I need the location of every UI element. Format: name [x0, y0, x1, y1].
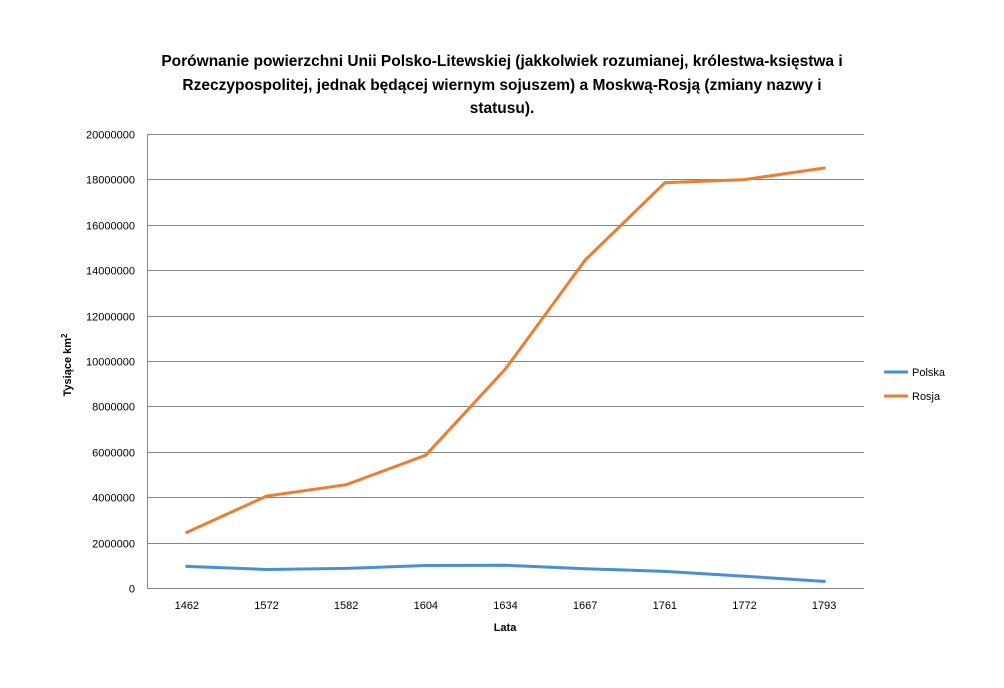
y-axis-title: Tysiące km2: [60, 333, 74, 397]
x-tick-label: 1761: [653, 600, 677, 612]
data-point-polska: [265, 568, 268, 571]
x-tick-label: 1634: [493, 600, 517, 612]
chart-title-line-2: Rzeczypospolitej, jednak będącej wiernym…: [182, 77, 821, 94]
x-axis-title: Lata: [494, 622, 518, 634]
data-point-rosja: [822, 166, 826, 170]
x-axis-ticks: 1462 1572 1582 1604 1634 1667 1761 1772 1793: [175, 600, 837, 612]
data-point-rosja: [185, 530, 189, 534]
data-point-polska: [424, 564, 428, 567]
legend: Polska Rosja: [884, 367, 946, 403]
data-point-rosja: [504, 367, 507, 371]
x-tick-label: 1604: [414, 600, 438, 612]
y-tick-label: 6000000: [92, 448, 135, 460]
y-tick-label: 18000000: [86, 175, 135, 187]
chart-title-line-1: Porównanie powierzchni Unii Polsko-Litew…: [161, 53, 842, 70]
data-point-rosja: [344, 483, 348, 487]
legend-label-polska: Polska: [912, 367, 946, 379]
data-point-rosja: [424, 453, 428, 457]
data-point-polska: [504, 563, 507, 567]
chart-title-line-3: statusu).: [470, 100, 535, 117]
y-tick-label: 8000000: [92, 402, 135, 414]
y-tick-label: 14000000: [86, 266, 135, 278]
data-point-polska: [583, 567, 587, 571]
y-axis-title-superscript: 2: [60, 333, 69, 338]
data-point-polska: [743, 574, 746, 578]
y-tick-label: 2000000: [92, 539, 135, 551]
x-tick-label: 1572: [254, 600, 278, 612]
data-point-polska: [344, 566, 348, 570]
data-point-rosja: [583, 258, 587, 262]
y-tick-label: 20000000: [86, 130, 135, 142]
data-point-polska: [185, 564, 189, 568]
y-tick-label: 4000000: [92, 493, 135, 505]
data-point-polska: [822, 579, 826, 583]
x-tick-label: 1667: [573, 600, 597, 612]
x-tick-label: 1793: [812, 600, 836, 612]
y-tick-label: 0: [129, 584, 135, 596]
data-point-rosja: [265, 494, 268, 498]
data-point-polska: [663, 569, 667, 573]
y-axis-title-text: Tysiące km: [62, 338, 74, 397]
x-tick-label: 1462: [175, 600, 199, 612]
series-lines: [185, 166, 826, 583]
legend-label-rosja: Rosja: [912, 391, 941, 403]
x-tick-label: 1772: [732, 600, 756, 612]
data-point-rosja: [663, 181, 667, 185]
y-tick-label: 16000000: [86, 221, 135, 233]
data-point-rosja: [743, 178, 746, 182]
y-axis-ticks: 0 2000000 4000000 6000000 8000000 10000000 120…: [86, 130, 135, 596]
x-tick-label: 1582: [334, 600, 358, 612]
y-tick-label: 10000000: [86, 357, 135, 369]
y-tick-label: 12000000: [86, 312, 135, 324]
